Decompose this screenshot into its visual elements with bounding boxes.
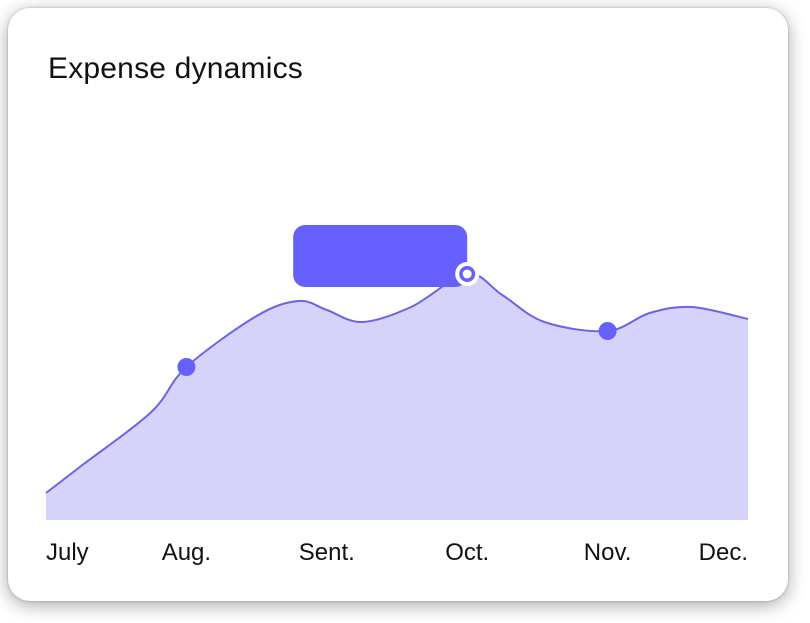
expense-line: [45, 272, 749, 494]
x-tick-label: July: [46, 539, 89, 566]
tooltip-bubble: [293, 225, 468, 287]
selected-point-center: [462, 269, 472, 279]
x-tick-label: Dec.: [699, 539, 748, 566]
data-point-aug[interactable]: [177, 358, 196, 376]
expense-chart-card: Expense dynamics July Aug. Sent. Oct. Nov. De…: [8, 8, 788, 601]
x-tick-label: Oct.: [445, 539, 489, 566]
x-tick-label: Nov.: [584, 539, 632, 566]
x-tick-label: Aug.: [162, 539, 211, 566]
x-tick-label: Sent.: [299, 539, 355, 566]
expense-area: [46, 273, 748, 520]
data-point-nov[interactable]: [598, 322, 617, 340]
expense-area-chart[interactable]: July Aug. Sent. Oct. Nov. Dec.: [8, 8, 788, 601]
chart-title: Expense dynamics: [48, 52, 303, 85]
